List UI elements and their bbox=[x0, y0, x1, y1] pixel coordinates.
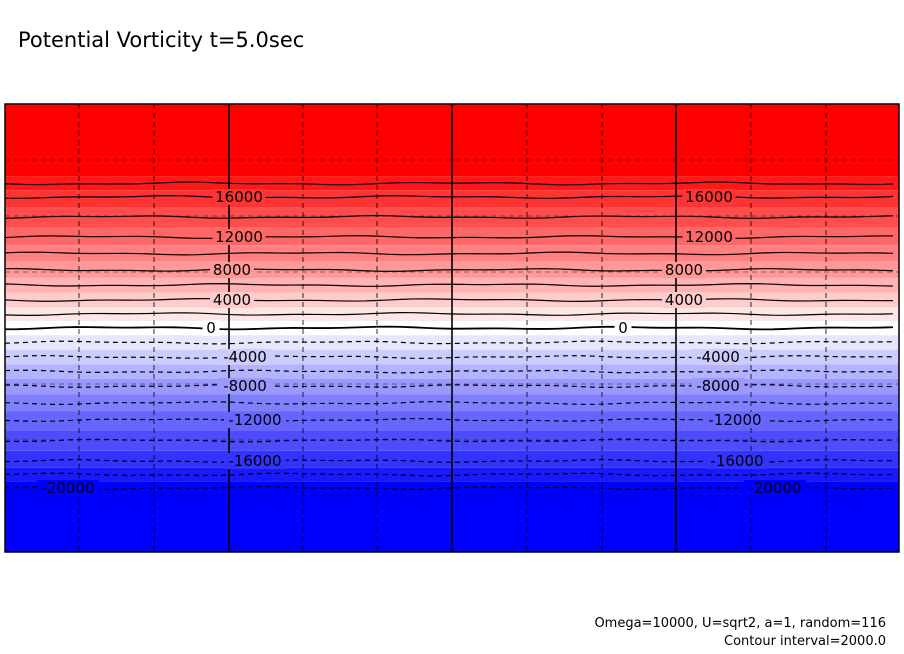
contour-line-2000 bbox=[4, 312, 894, 317]
contour-label: 8000 bbox=[665, 261, 703, 279]
contour-label-background bbox=[704, 412, 766, 428]
contour-label: -4000 bbox=[223, 348, 267, 366]
contour-label: 0 bbox=[206, 319, 216, 337]
contour-label: 4000 bbox=[213, 291, 251, 309]
contour-label-background bbox=[662, 262, 706, 278]
contour-line-10000 bbox=[4, 251, 894, 256]
contour-label: -20000 bbox=[748, 479, 801, 497]
contour-label-background bbox=[218, 378, 272, 394]
contour-label: 16000 bbox=[215, 188, 263, 206]
contour-line-18000 bbox=[4, 181, 894, 186]
parameters-note: Omega=10000, U=sqrt2, a=1, random=116 bbox=[594, 616, 886, 631]
contour-label: -8000 bbox=[696, 377, 740, 395]
contour-label-background bbox=[210, 262, 254, 278]
contour-label: 8000 bbox=[213, 261, 251, 279]
contour-label-background bbox=[744, 480, 806, 496]
contour-line-neg8000 bbox=[4, 384, 894, 388]
contour-label-background bbox=[37, 480, 99, 496]
contour-line-neg18000 bbox=[4, 472, 894, 477]
contour-label-background bbox=[224, 453, 286, 469]
contour-line-16000 bbox=[4, 195, 894, 199]
chart-title: Potential Vorticity t=5.0sec bbox=[18, 28, 304, 52]
contour-interval-note: Contour interval=2000.0 bbox=[724, 634, 886, 649]
contour-line-neg2000 bbox=[4, 340, 894, 345]
contour-label: -12000 bbox=[708, 411, 761, 429]
contour-label-background bbox=[202, 320, 220, 336]
contour-label-background bbox=[682, 189, 736, 205]
contour-line-neg10000 bbox=[4, 401, 894, 405]
contour-label-background bbox=[210, 292, 254, 308]
contour-label-background bbox=[224, 412, 286, 428]
contour-label: 16000 bbox=[685, 188, 733, 206]
contour-label-background bbox=[691, 378, 745, 394]
contour-label: -20000 bbox=[41, 479, 94, 497]
contour-label: -4000 bbox=[696, 348, 740, 366]
contour-label-background bbox=[212, 189, 266, 205]
contour-label-background bbox=[614, 320, 632, 336]
contour-label: -16000 bbox=[228, 452, 281, 470]
contour-line-8000 bbox=[4, 268, 894, 272]
contour-label: 4000 bbox=[665, 291, 703, 309]
contour-label: -12000 bbox=[228, 411, 281, 429]
contour-lines bbox=[4, 181, 894, 490]
contour-labels: 16000 16000 12000 12000 8000 8000 4000 4000 0 0 -4… bbox=[37, 188, 806, 497]
contour-label: 0 bbox=[618, 319, 628, 337]
contour-label-background bbox=[691, 349, 745, 365]
contour-line-14000 bbox=[4, 215, 894, 219]
contour-label-background bbox=[212, 229, 266, 245]
contour-line-4000 bbox=[4, 298, 894, 302]
contour-line-neg14000 bbox=[4, 438, 894, 443]
contour-label-background bbox=[682, 229, 736, 245]
contour-label-background bbox=[662, 292, 706, 308]
contour-label-background bbox=[218, 349, 272, 365]
contour-line-neg6000 bbox=[4, 369, 894, 374]
contour-line-neg4000 bbox=[4, 355, 894, 359]
plot-frame bbox=[4, 103, 900, 553]
contour-line-12000 bbox=[4, 235, 894, 239]
contour-label: -8000 bbox=[223, 377, 267, 395]
contour-label-background bbox=[706, 453, 768, 469]
contour-label: 12000 bbox=[215, 228, 263, 246]
contour-line-6000 bbox=[4, 283, 894, 287]
contour-line-0 bbox=[4, 325, 894, 331]
contour-label: -16000 bbox=[710, 452, 763, 470]
contour-label: 12000 bbox=[685, 228, 733, 246]
